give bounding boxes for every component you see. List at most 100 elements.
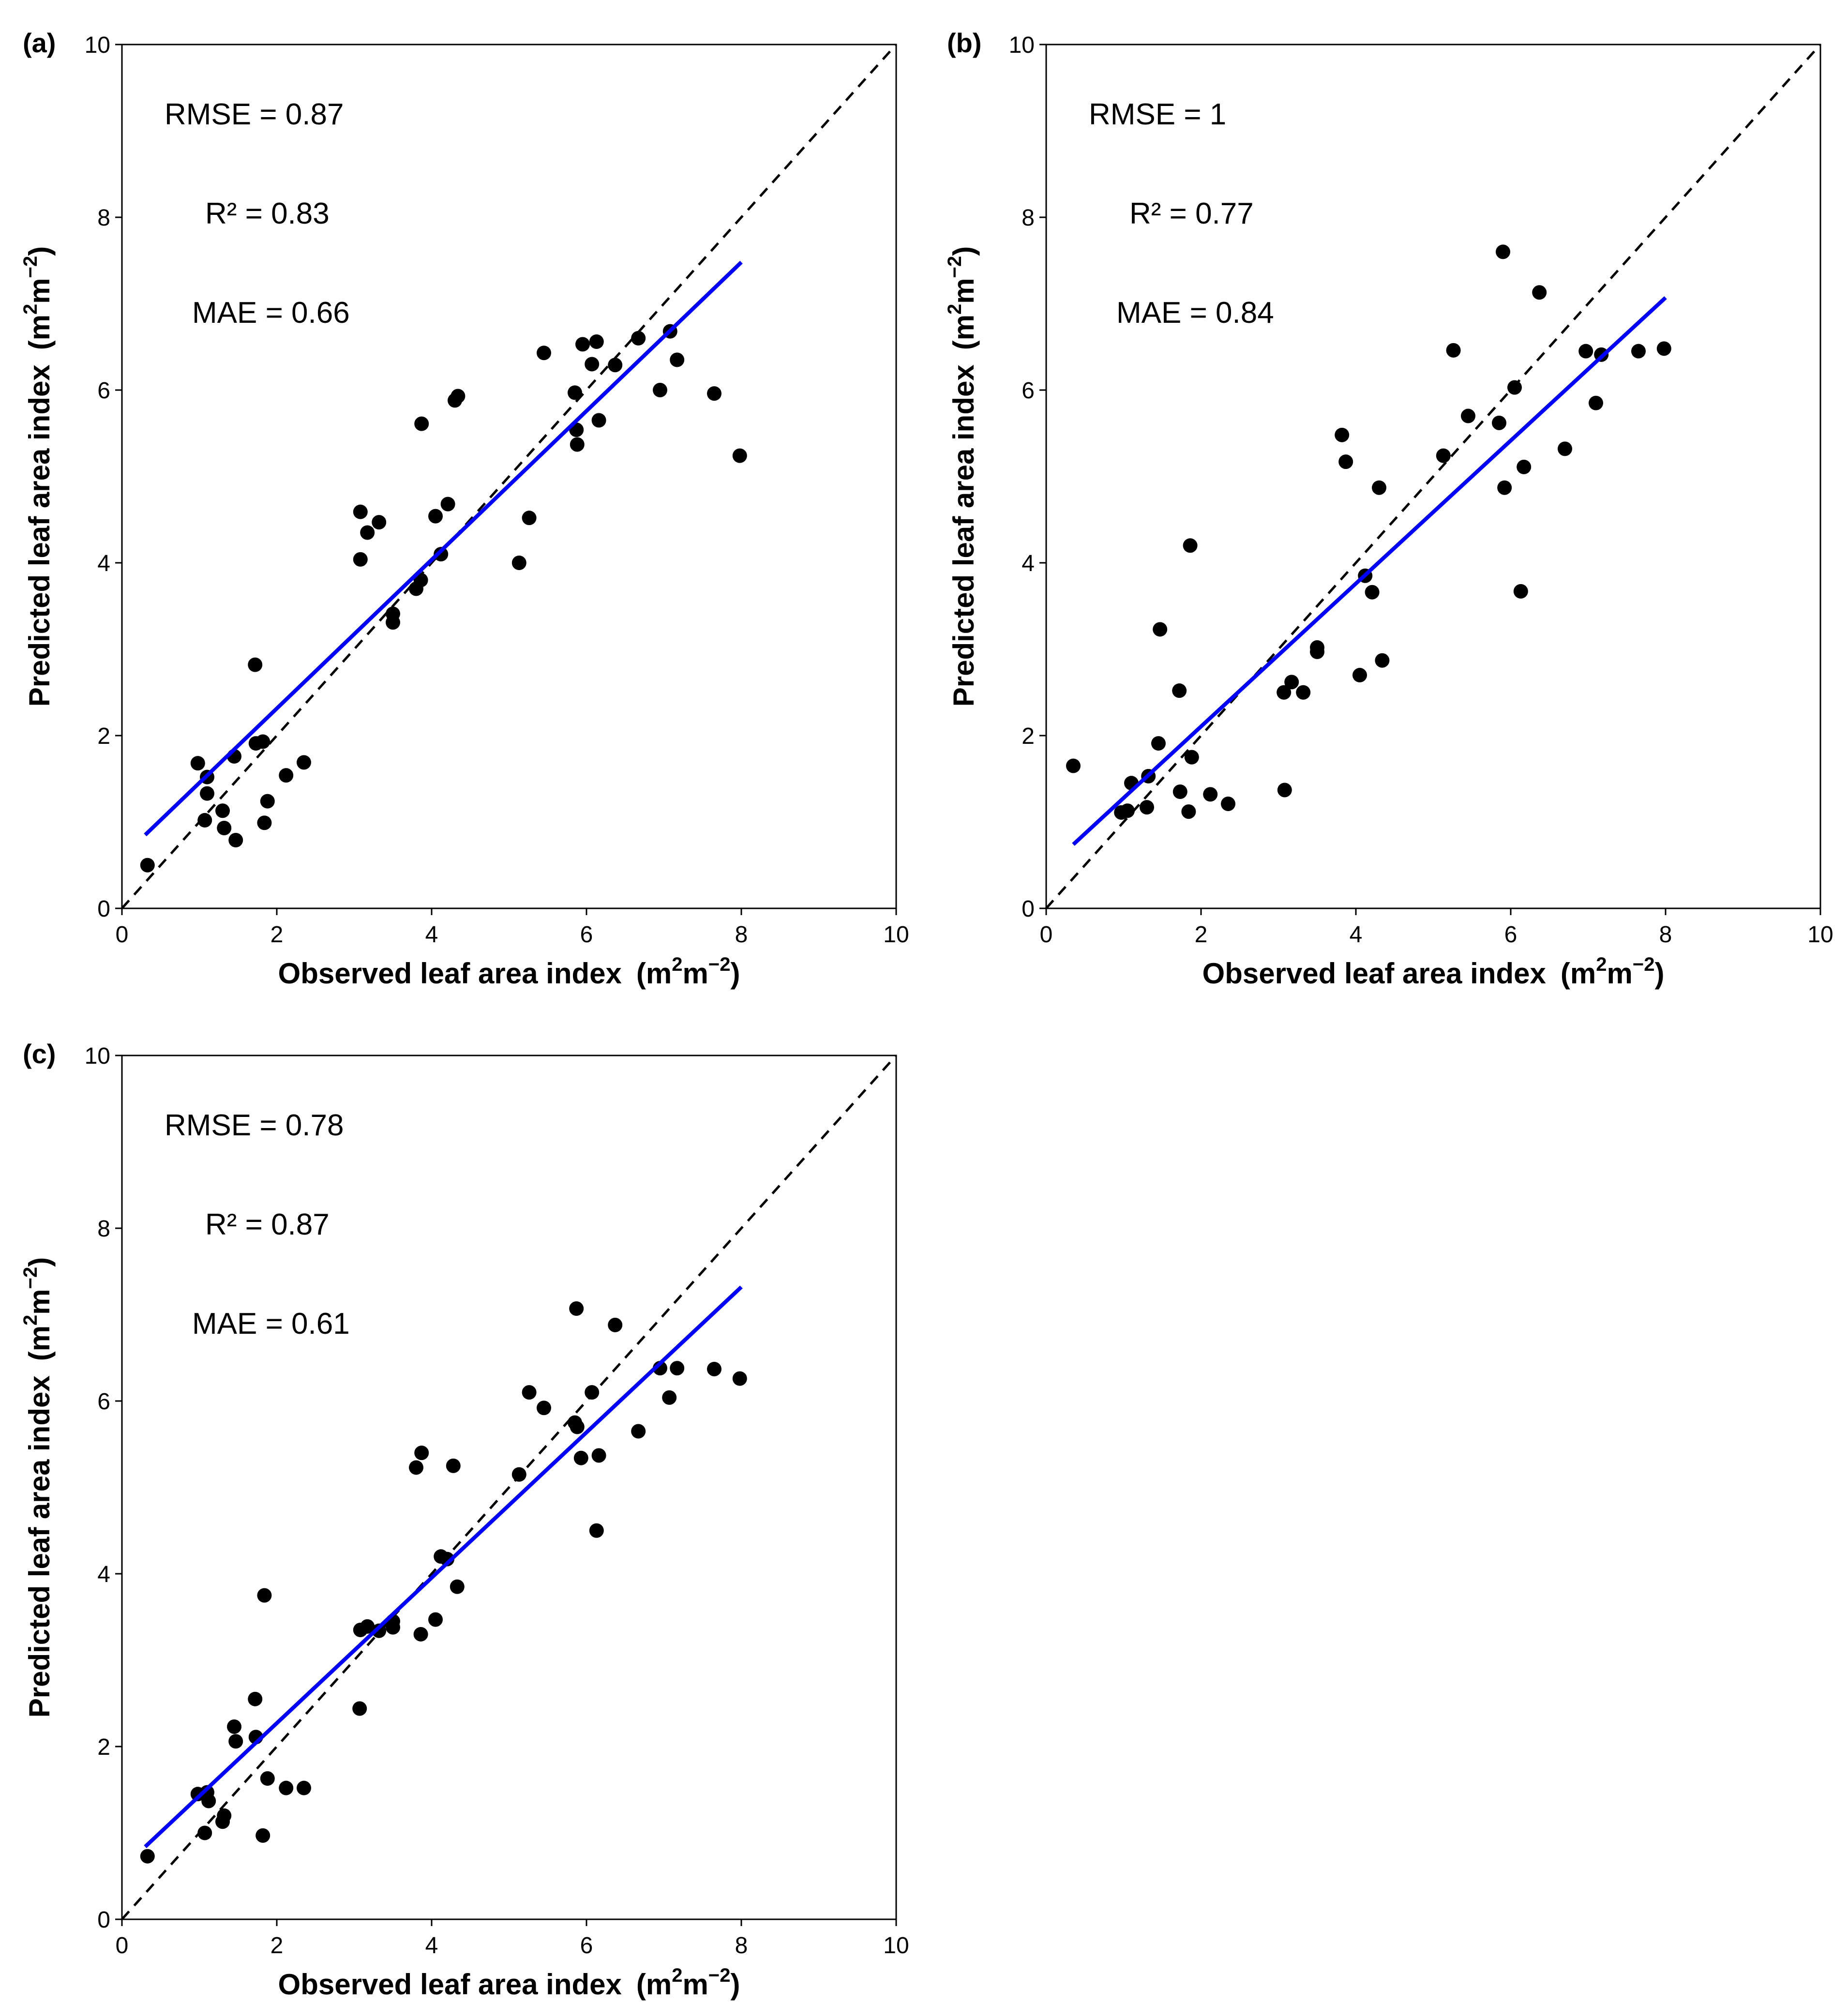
data-point <box>522 511 537 526</box>
data-point <box>1352 668 1367 683</box>
y-tick-label: 6 <box>1022 378 1035 404</box>
data-point <box>732 448 747 463</box>
one-to-one-line <box>121 1055 897 1920</box>
unit-close: ) <box>947 246 980 256</box>
data-point <box>440 497 455 512</box>
data-point <box>1203 787 1218 802</box>
data-point <box>279 768 294 783</box>
data-point <box>1310 644 1324 659</box>
data-point <box>1372 480 1386 495</box>
stat-annotation: R² = 0.87 <box>205 1208 330 1241</box>
data-point <box>662 1390 677 1405</box>
data-point <box>1532 285 1547 300</box>
data-point <box>1296 685 1311 700</box>
data-point <box>228 832 243 847</box>
unit-sup: 2 <box>20 1315 41 1326</box>
data-point <box>1578 344 1593 359</box>
data-point <box>670 1361 685 1376</box>
data-point <box>1558 441 1572 456</box>
data-point <box>217 1808 232 1823</box>
data-point <box>568 385 582 400</box>
x-tick-label: 2 <box>1195 922 1208 948</box>
plot-frame <box>121 1055 897 1920</box>
data-point <box>1517 459 1532 474</box>
data-point <box>1066 758 1081 773</box>
data-point <box>140 858 155 873</box>
data-point <box>522 1385 537 1400</box>
unit-sup: 2 <box>1596 954 1607 975</box>
x-tick-label: 10 <box>883 922 909 948</box>
data-point <box>570 1419 585 1434</box>
data-point <box>434 547 449 562</box>
unit-sup: −2 <box>708 954 731 975</box>
panel-b: (b) 0 2 4 6 8 10 0 2 4 6 8 10 RMSE = 1 R² = 0.77 MAE = … <box>944 28 1833 990</box>
data-point <box>217 820 232 835</box>
data-point <box>1172 683 1187 698</box>
data-point <box>631 331 646 346</box>
y-tick-label: 10 <box>85 32 110 58</box>
data-point <box>428 509 443 524</box>
stat-annotation: MAE = 0.66 <box>192 296 350 330</box>
data-point <box>428 1612 443 1627</box>
data-point <box>1513 584 1528 599</box>
unit-mid: m <box>947 278 980 303</box>
one-to-one-line <box>121 44 897 909</box>
data-point <box>1221 797 1235 812</box>
y-axis-label: Predicted leaf area index (m2m−2) <box>20 1257 56 1718</box>
data-point <box>257 815 272 830</box>
data-point <box>353 552 368 567</box>
data-point <box>440 1552 454 1567</box>
data-point <box>589 1523 604 1538</box>
unit-mid: m <box>23 1289 56 1314</box>
y-tick-label: 8 <box>97 1216 110 1242</box>
unit-sup: −2 <box>20 1267 41 1289</box>
data-point <box>631 1424 646 1439</box>
x-tick-label: 0 <box>1040 922 1053 948</box>
plot-frame <box>1045 44 1821 909</box>
panel-label: (c) <box>23 1039 56 1069</box>
data-point <box>569 1301 584 1316</box>
stat-annotation: R² = 0.77 <box>1129 197 1254 230</box>
x-tick-label: 4 <box>1350 922 1363 948</box>
stat-annotation: MAE = 0.84 <box>1116 296 1274 330</box>
data-point <box>140 1849 155 1864</box>
data-point <box>537 1401 551 1416</box>
x-axis-label: Observed leaf area index (m2m−2) <box>1202 954 1665 990</box>
unit-sup: 2 <box>672 954 682 975</box>
data-point <box>255 1828 270 1843</box>
x-tick-label: 6 <box>580 922 593 948</box>
panel-c: (c) 0 2 4 6 8 10 0 2 4 6 8 10 RMSE = 0.78 R² = 0.87 MAE… <box>20 1039 909 2001</box>
data-point <box>409 1460 423 1475</box>
data-point <box>1277 685 1292 700</box>
y-tick-label: 4 <box>1022 551 1035 576</box>
data-point <box>360 525 375 540</box>
one-to-one-line <box>1045 44 1821 909</box>
data-point <box>1338 454 1353 469</box>
data-point <box>1461 408 1475 423</box>
data-point <box>353 504 368 519</box>
data-point <box>1446 343 1461 358</box>
data-point <box>1507 380 1522 395</box>
stat-annotation: RMSE = 1 <box>1089 98 1226 131</box>
data-point <box>1375 653 1390 668</box>
data-point <box>591 413 606 428</box>
data-point <box>589 334 604 349</box>
data-point <box>255 734 270 749</box>
data-point <box>1120 803 1135 818</box>
x-tick-label: 6 <box>580 1933 593 1959</box>
x-axis-label: Observed leaf area index (m2m−2) <box>278 1965 740 2001</box>
y-axis-label-text: Predicted leaf area index <box>947 364 980 707</box>
x-tick-label: 0 <box>116 1933 129 1959</box>
data-point <box>570 437 585 452</box>
x-tick-label: 4 <box>425 1933 438 1959</box>
y-tick-label: 2 <box>1022 723 1035 749</box>
x-axis-label-text: Observed leaf area index <box>278 957 622 990</box>
unit-close: ) <box>1654 957 1664 990</box>
data-point <box>197 1825 212 1840</box>
data-point <box>1496 244 1510 259</box>
data-point <box>1497 480 1512 495</box>
y-tick-label: 2 <box>97 723 110 749</box>
x-tick-label: 4 <box>425 922 438 948</box>
stat-annotation: RMSE = 0.87 <box>165 98 344 131</box>
